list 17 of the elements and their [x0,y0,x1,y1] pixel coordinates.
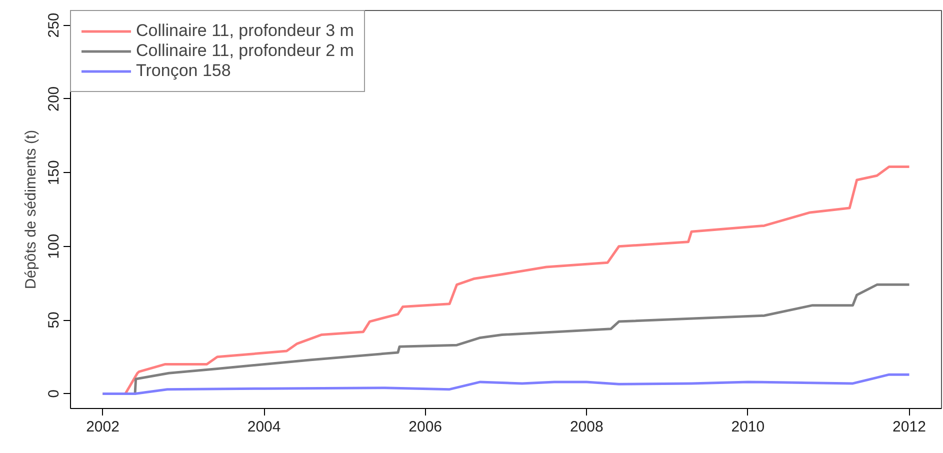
y-axis-title: Dépôts de sédiments (t) [22,130,40,290]
x-tick-label: 2010 [731,418,765,436]
legend-label: Collinaire 11, profondeur 2 m [136,41,354,61]
x-tick-label: 2012 [892,418,926,436]
x-tick-label: 2004 [247,418,281,436]
x-tick-label: 2002 [86,418,120,436]
y-tick-label: 250 [46,12,62,38]
y-tick-label: 200 [46,86,62,112]
y-tick-label: 50 [46,312,62,328]
line-series [102,373,910,396]
y-tick-label: 100 [46,234,62,259]
legend-label: Tronçon 158 [136,61,231,81]
x-tick-label: 2006 [408,418,442,436]
y-tick-label: 150 [46,160,62,186]
x-tick-label: 2008 [570,418,604,436]
y-tick-label: 0 [46,390,62,398]
legend-label: Collinaire 11, profondeur 3 m [136,21,354,41]
